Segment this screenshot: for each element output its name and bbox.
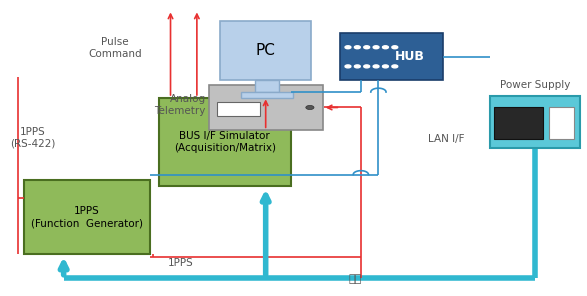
Circle shape [373, 46, 379, 49]
Text: Pulse
Command: Pulse Command [88, 37, 141, 59]
Text: 1PPS
(Function  Generator): 1PPS (Function Generator) [31, 206, 143, 228]
Text: 전원: 전원 [348, 274, 362, 284]
Circle shape [355, 46, 360, 49]
FancyBboxPatch shape [494, 107, 544, 139]
FancyBboxPatch shape [208, 85, 323, 130]
FancyBboxPatch shape [340, 33, 443, 80]
Circle shape [364, 65, 370, 68]
Circle shape [364, 46, 370, 49]
Circle shape [392, 46, 398, 49]
Text: Analog
Telemetry: Analog Telemetry [154, 94, 205, 116]
FancyBboxPatch shape [220, 21, 311, 80]
FancyBboxPatch shape [217, 102, 259, 116]
Circle shape [355, 65, 360, 68]
Circle shape [392, 65, 398, 68]
Text: Power Supply: Power Supply [500, 80, 570, 90]
FancyBboxPatch shape [490, 96, 581, 148]
Circle shape [383, 65, 389, 68]
Circle shape [345, 46, 351, 49]
FancyBboxPatch shape [549, 107, 574, 139]
Circle shape [373, 65, 379, 68]
Text: 1PPS
(RS-422): 1PPS (RS-422) [10, 127, 56, 149]
Text: PC: PC [256, 43, 276, 58]
Text: HUB: HUB [395, 50, 425, 63]
Text: BUS I/F Simulator
(Acquisition/Matrix): BUS I/F Simulator (Acquisition/Matrix) [174, 131, 276, 153]
Text: LAN I/F: LAN I/F [428, 134, 465, 144]
FancyBboxPatch shape [159, 98, 291, 186]
FancyBboxPatch shape [255, 80, 279, 92]
Circle shape [383, 46, 389, 49]
Circle shape [345, 65, 351, 68]
FancyBboxPatch shape [241, 92, 294, 98]
Circle shape [306, 105, 314, 110]
Text: 1PPS: 1PPS [168, 258, 193, 268]
FancyBboxPatch shape [24, 180, 150, 254]
